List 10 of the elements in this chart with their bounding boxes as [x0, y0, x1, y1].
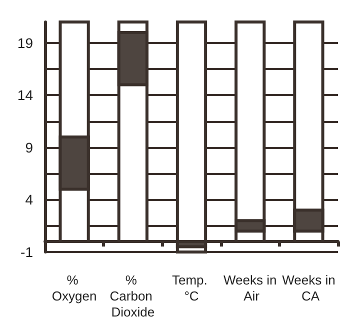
y-tick-label: 4: [25, 192, 34, 208]
x-tick-label: Weeks in Air: [223, 272, 277, 304]
x-tick-label: Weeks in CA: [282, 272, 336, 304]
x-tick-label: % Carbon Dioxide: [110, 272, 156, 320]
y-tick-label: -1: [20, 244, 34, 260]
y-tick-label: 19: [17, 34, 34, 51]
x-tick-label: Temp. °C: [172, 272, 212, 304]
x-tick-label: % Oxygen: [52, 272, 97, 304]
y-tick-label: 9: [25, 139, 34, 156]
y-tick-label: 14: [17, 87, 34, 104]
